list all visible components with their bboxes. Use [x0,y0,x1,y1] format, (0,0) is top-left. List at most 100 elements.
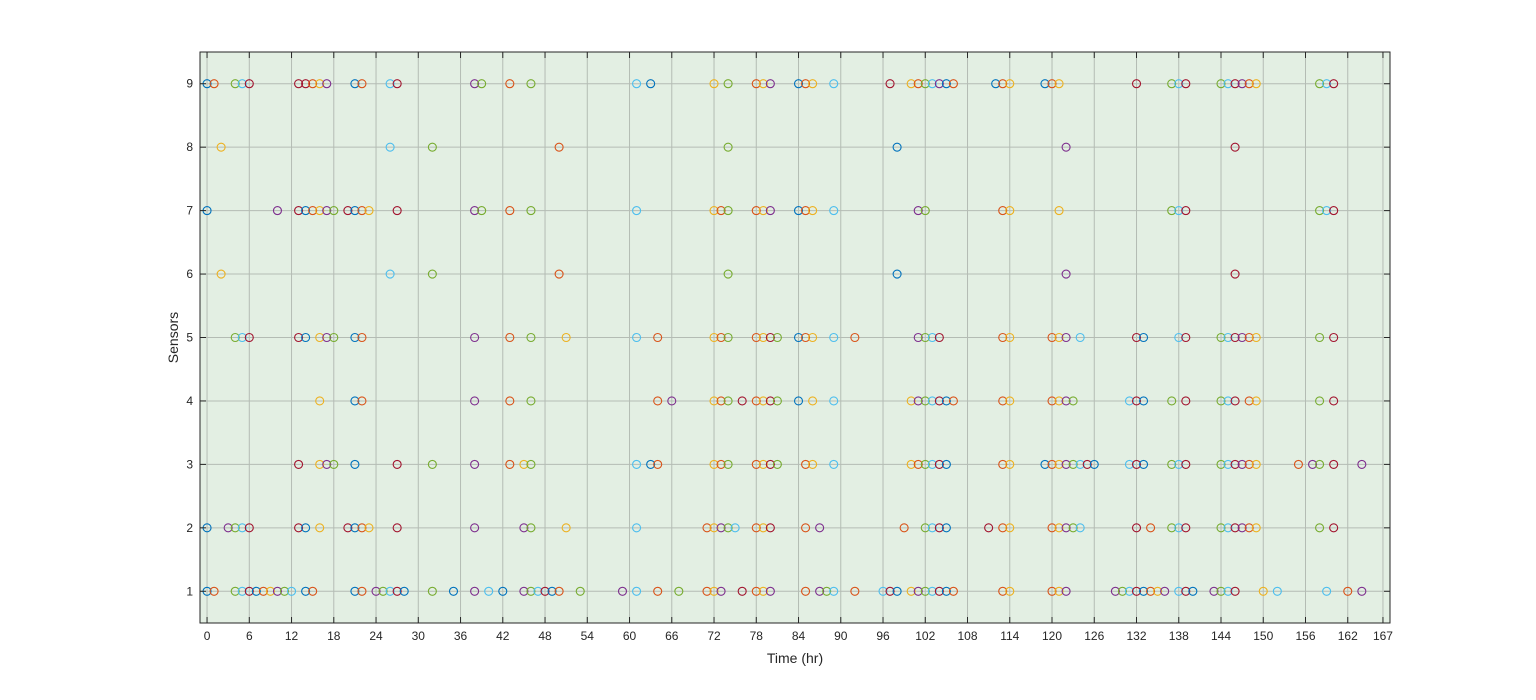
data-point [702,523,712,533]
data-point [998,79,1008,89]
data-point [237,586,247,596]
x-tick-label: 12 [285,629,299,643]
data-point [850,332,860,343]
data-point [1131,459,1142,469]
data-point [737,586,747,596]
data-point [364,206,374,216]
data-point [1357,459,1367,469]
data-point [1251,79,1261,89]
data-point [1174,459,1184,469]
data-point [1005,586,1015,596]
data-point [948,79,958,89]
data-point [1315,206,1325,216]
data-point [526,79,536,89]
data-point [1146,586,1156,596]
data-point [751,523,761,533]
x-tick-label: 167 [1373,629,1393,643]
data-point [519,459,529,469]
grid-lines [200,52,1390,623]
data-point [385,269,395,279]
x-tick-label: 42 [496,629,510,643]
data-point [716,586,726,596]
data-point [244,79,254,89]
data-point [1146,523,1156,533]
data-point [237,79,247,89]
data-point [927,459,937,469]
data-point [350,459,360,469]
data-point [1230,79,1240,89]
data-point [709,523,719,533]
y-tick-label: 3 [186,457,193,471]
data-point [920,332,930,343]
data-point [1124,586,1135,596]
data-point [1244,459,1254,469]
x-tick-label: 144 [1211,629,1231,643]
data-point [1047,459,1057,469]
data-point [1216,523,1226,533]
data-point [920,396,930,406]
y-tick-label: 2 [186,521,193,535]
data-point [709,459,719,469]
data-point [1089,459,1099,469]
data-point [357,586,367,596]
y-tick-label: 4 [186,394,193,408]
data-point [1244,332,1254,343]
data-point [477,206,487,216]
data-point [934,79,944,89]
data-point [674,586,684,596]
data-point [505,459,515,469]
data-point [617,586,628,596]
data-point [1082,459,1092,469]
data-point [1167,206,1177,216]
data-point [1322,206,1332,216]
data-point [1244,79,1254,89]
data-point [709,586,719,596]
data-point [294,206,304,216]
data-point [1329,396,1339,406]
data-point [505,206,515,216]
data-point [709,206,719,216]
data-point [1139,396,1149,406]
data-point [808,206,818,216]
data-point [258,586,268,596]
data-point [315,206,325,216]
data-point [1315,79,1325,89]
data-point [1054,332,1064,343]
data-point [758,459,768,469]
data-point [216,142,226,152]
data-point [948,396,958,406]
y-tick-label: 8 [186,140,193,154]
data-point [1293,459,1304,469]
data-point [1230,332,1240,343]
data-point [322,206,332,216]
data-point [1223,586,1233,596]
data-point [272,206,283,216]
data-point [998,332,1008,343]
data-point [223,523,233,533]
data-point [1131,79,1142,89]
x-tick-label: 0 [204,629,211,643]
data-point [709,79,719,89]
data-point [1167,396,1177,406]
data-point [927,396,937,406]
data-point [505,332,515,343]
data-point [772,396,782,406]
data-point [808,396,818,406]
data-point [498,586,508,596]
data-point [1237,332,1247,343]
data-point [301,79,311,89]
data-point [279,586,290,596]
data-point [392,523,402,533]
data-point [815,523,825,533]
data-point [1216,79,1226,89]
data-point [709,332,719,343]
data-point [723,332,733,343]
data-point [1054,79,1064,89]
data-point [829,396,839,406]
data-point [998,586,1008,596]
data-point [343,523,353,533]
data-point [751,396,761,406]
data-point [941,459,951,469]
data-point [906,586,916,596]
data-point [723,142,733,152]
